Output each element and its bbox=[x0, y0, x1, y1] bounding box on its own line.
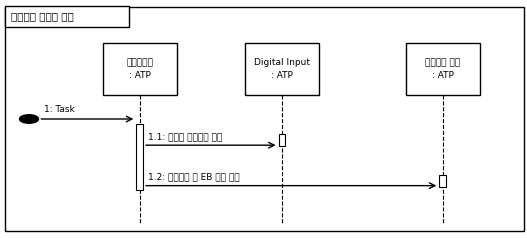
Circle shape bbox=[19, 115, 38, 123]
Text: 1.2: 열차분리 시 EB 체결 요구: 1.2: 열차분리 시 EB 체결 요구 bbox=[149, 172, 240, 181]
Bar bbox=[279, 134, 286, 146]
Text: 1: Task: 1: Task bbox=[44, 105, 74, 114]
Bar bbox=[103, 43, 177, 95]
Bar bbox=[5, 6, 129, 27]
Text: 제동제어 관리
: ATP: 제동제어 관리 : ATP bbox=[425, 58, 460, 80]
Text: Digital Input
: ATP: Digital Input : ATP bbox=[254, 58, 310, 80]
Text: 무결성관리
: ATP: 무결성관리 : ATP bbox=[126, 58, 153, 80]
Bar bbox=[245, 43, 319, 95]
Text: 1.1: 무결성 입력정보 확인: 1.1: 무결성 입력정보 확인 bbox=[149, 132, 222, 141]
Bar bbox=[406, 43, 480, 95]
Bar bbox=[440, 175, 446, 187]
Text: 물리적인 무결성 감시: 물리적인 무결성 감시 bbox=[11, 12, 73, 22]
Bar bbox=[136, 124, 143, 190]
